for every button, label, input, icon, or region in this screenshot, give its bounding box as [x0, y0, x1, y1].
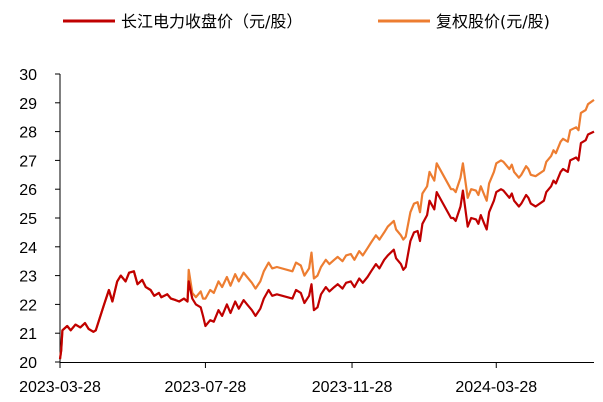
- legend-label-adjusted-price: 复权股价(元/股): [436, 12, 550, 31]
- y-tick-label: 25: [19, 211, 37, 228]
- x-tick-label: 2023-07-28: [164, 379, 246, 396]
- y-tick-label: 24: [19, 240, 37, 257]
- y-tick-label: 20: [19, 355, 37, 372]
- series-line-close-price: [58, 130, 595, 360]
- y-axis-ticks: 20 21 22 23 24 25 26 27 28 29 30: [19, 67, 60, 372]
- x-axis-ticks: 2023-03-28 2023-07-28 2023-11-28 2024-03-28: [19, 362, 537, 396]
- x-tick-label: 2023-11-28: [312, 379, 393, 396]
- y-tick-label: 27: [19, 153, 37, 170]
- legend-label-close-price: 长江电力收盘价（元/股）: [121, 12, 302, 31]
- y-tick-label: 29: [19, 96, 37, 113]
- legend: 长江电力收盘价（元/股） 复权股价(元/股): [63, 12, 550, 31]
- y-tick-label: 30: [19, 67, 37, 84]
- y-tick-label: 23: [19, 269, 37, 286]
- x-tick-label: 2023-03-28: [19, 379, 101, 396]
- series-layer: [58, 99, 595, 360]
- y-tick-label: 21: [19, 326, 37, 343]
- legend-item-adjusted-price: 复权股价(元/股): [378, 12, 550, 31]
- y-tick-label: 26: [19, 182, 37, 199]
- y-tick-label: 22: [19, 297, 37, 314]
- series-line-adjusted-price: [58, 99, 595, 360]
- x-tick-label: 2024-03-28: [455, 379, 537, 396]
- y-tick-label: 28: [19, 125, 37, 142]
- legend-item-close-price: 长江电力收盘价（元/股）: [63, 12, 302, 31]
